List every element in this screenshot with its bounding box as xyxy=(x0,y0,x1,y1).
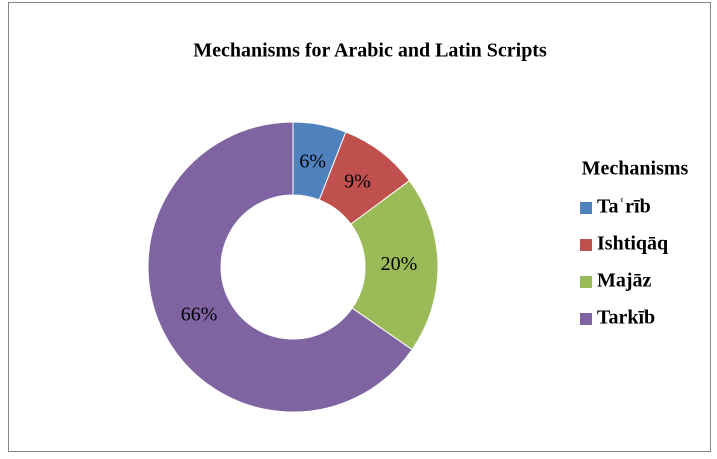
donut-slice xyxy=(350,179,439,351)
legend-swatch xyxy=(580,276,592,288)
legend-swatch xyxy=(580,313,592,325)
legend-label: Majāz xyxy=(597,270,652,292)
donut-slice xyxy=(147,121,413,413)
data-label: 20% xyxy=(381,253,418,275)
data-label: 6% xyxy=(299,150,326,172)
legend-title: Mechanisms xyxy=(582,158,689,180)
legend-label: Taʿrīb xyxy=(597,196,651,218)
chart-title: Mechanisms for Arabic and Latin Scripts xyxy=(193,40,547,62)
legend-swatch xyxy=(580,202,592,214)
data-label: 9% xyxy=(344,170,371,192)
legend-label: Ishtiqāq xyxy=(597,233,668,255)
data-label: 66% xyxy=(181,304,218,326)
legend-swatch xyxy=(580,239,592,251)
legend-label: Tarkīb xyxy=(597,307,655,329)
